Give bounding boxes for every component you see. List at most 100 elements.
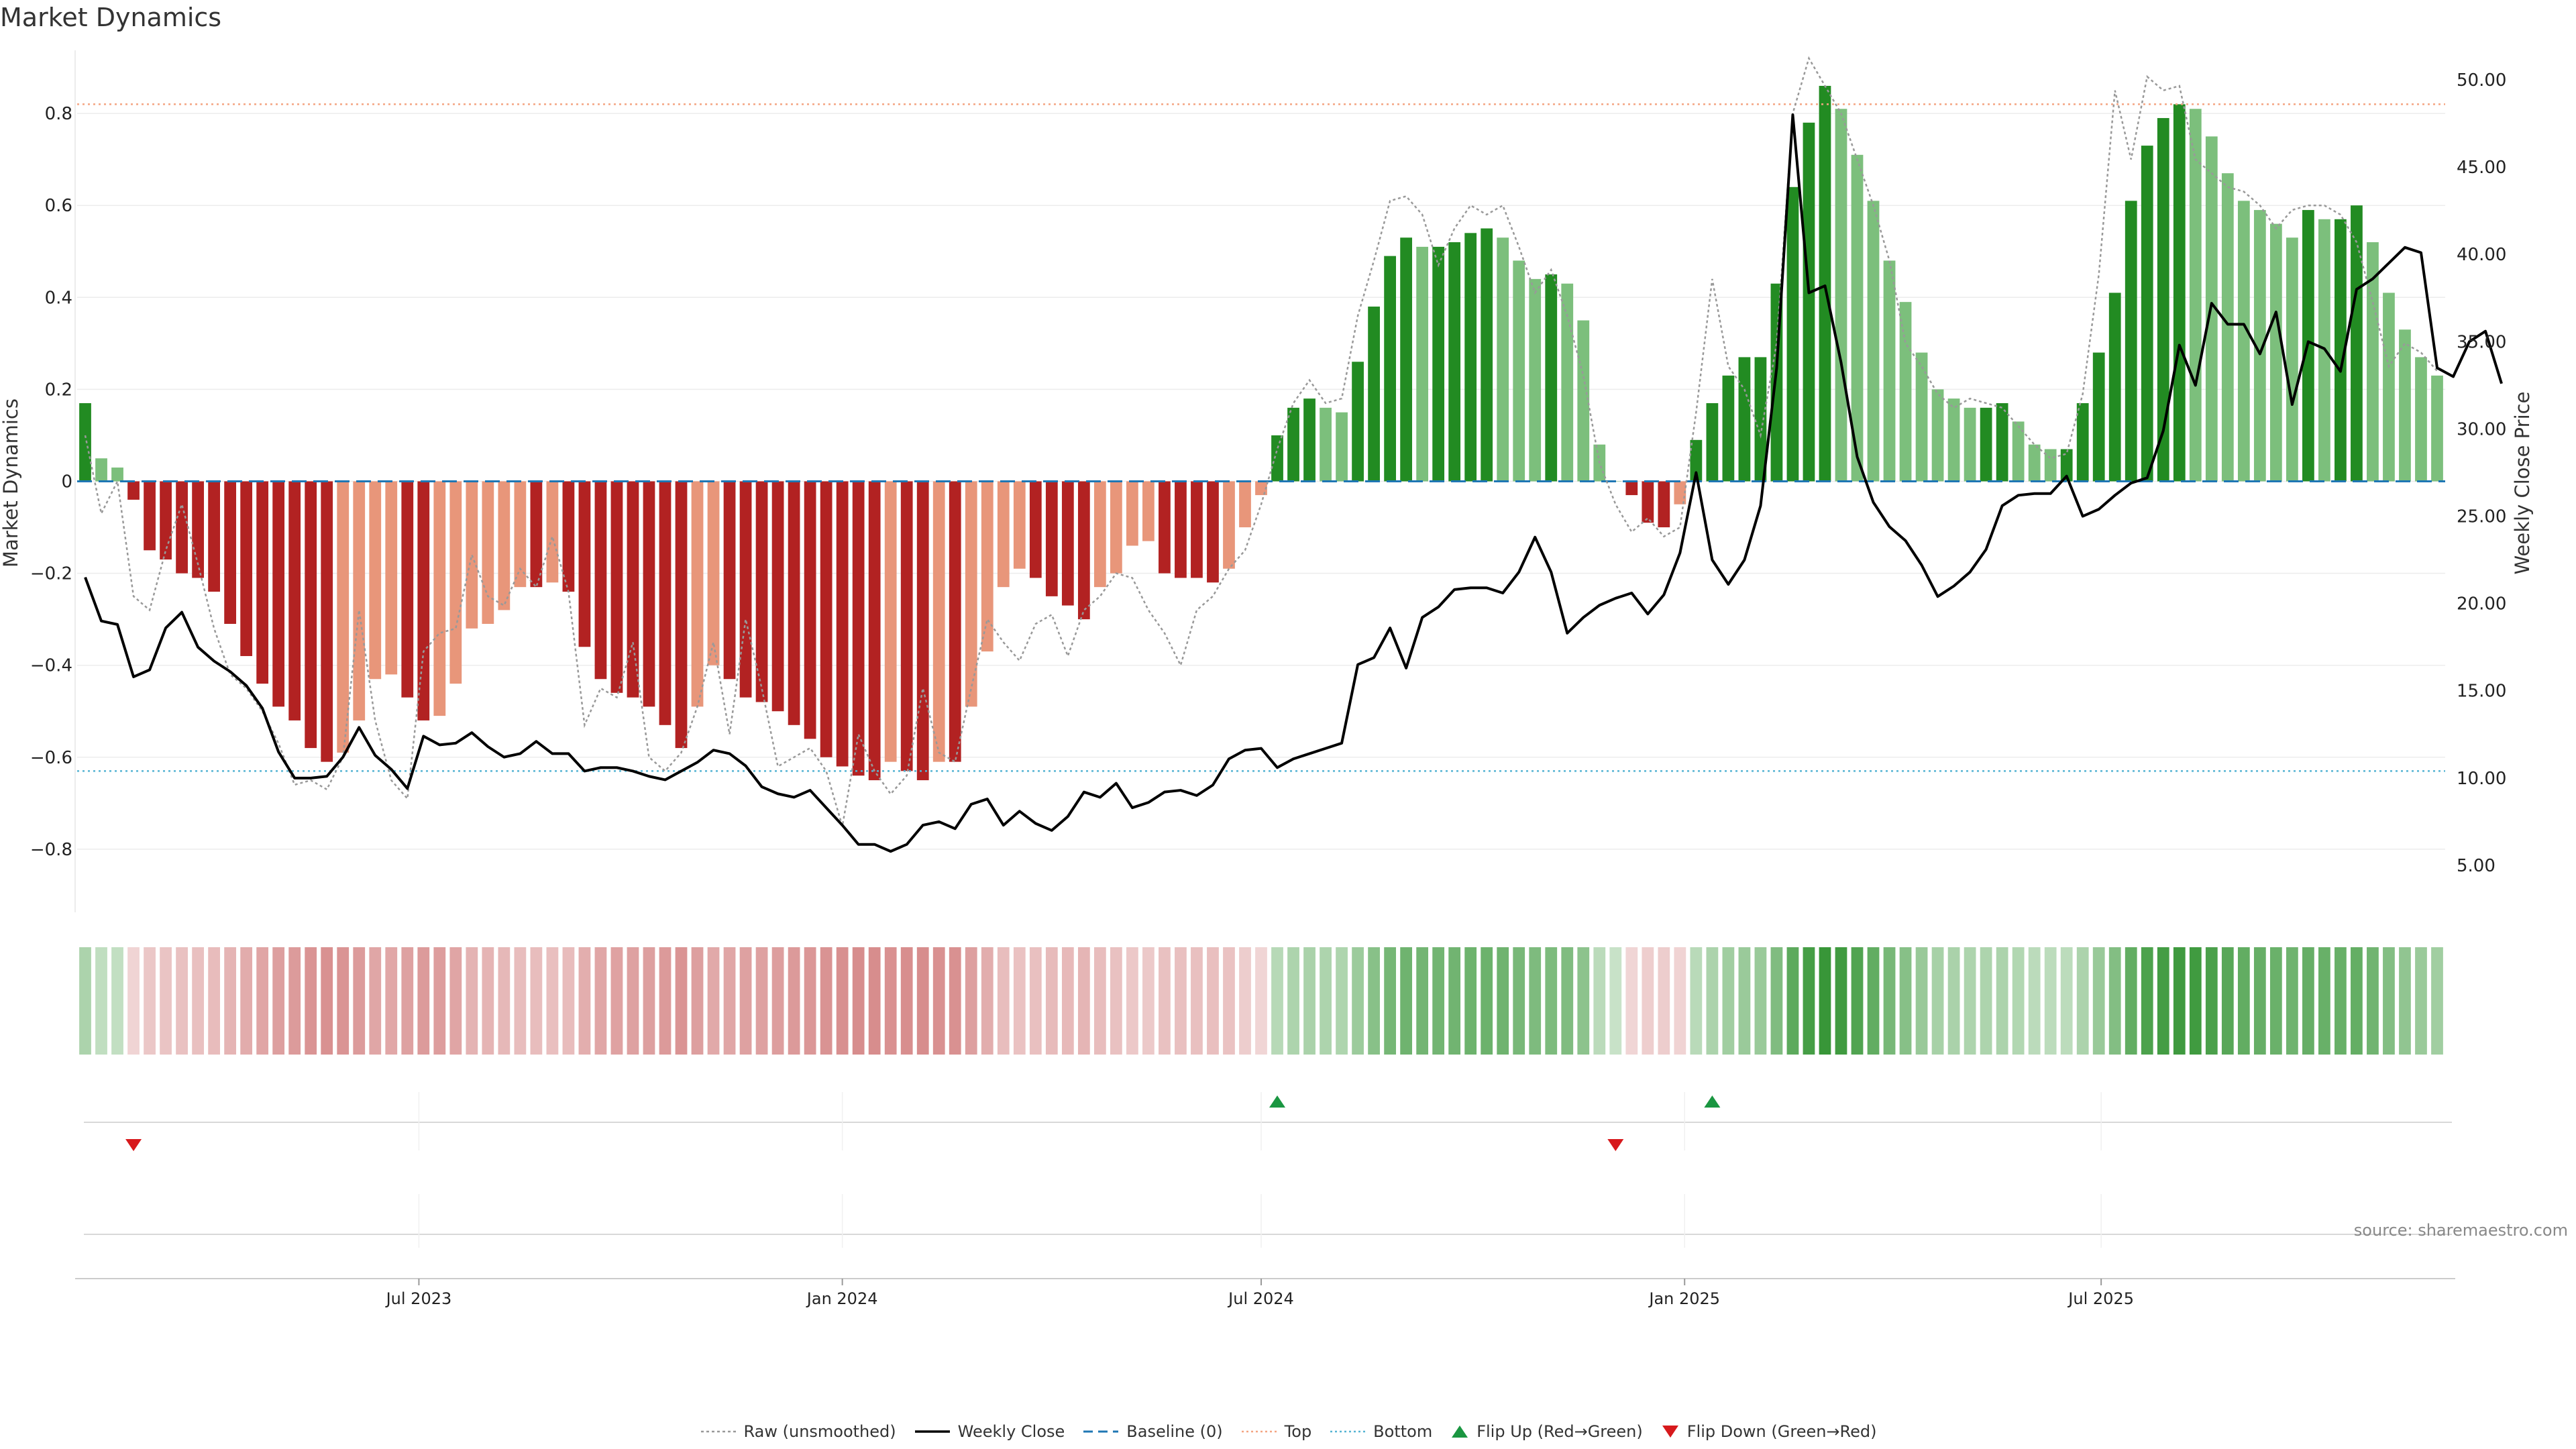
- heat-cell: [160, 947, 172, 1055]
- dynamics-bar: [224, 481, 237, 624]
- dynamics-bar: [1110, 481, 1122, 574]
- flip-markers: [84, 1092, 2452, 1248]
- left-tick-label: 0.8: [45, 104, 72, 124]
- dynamics-bar: [981, 481, 994, 652]
- dynamics-bar: [1320, 407, 1332, 482]
- heat-cell: [1029, 947, 1042, 1055]
- left-tick-label: 0.2: [45, 380, 72, 400]
- heat-cell: [965, 947, 977, 1055]
- legend-label-flip-down: Flip Down (Green→Red): [1686, 1422, 1877, 1441]
- legend-item-flip-down: Flip Down (Green→Red): [1660, 1422, 1877, 1441]
- flip-up-icon: [1452, 1426, 1468, 1438]
- heat-cell: [2302, 947, 2314, 1055]
- weekly-close-line: [84, 113, 2503, 853]
- heat-cell: [2141, 947, 2153, 1055]
- dynamics-bar: [739, 481, 752, 698]
- heat-cell: [2399, 947, 2411, 1055]
- dynamics-bar: [353, 481, 366, 720]
- dynamics-bar: [916, 481, 929, 781]
- legend-item-top: Top: [1240, 1422, 1311, 1441]
- lines-layer: [84, 56, 2503, 853]
- dynamics-bar: [643, 481, 655, 707]
- left-tick-label: −0.2: [30, 564, 72, 584]
- heat-cell: [401, 947, 414, 1055]
- heat-cell: [1110, 947, 1122, 1055]
- heat-cell: [884, 947, 897, 1055]
- heat-cell: [1191, 947, 1203, 1055]
- heat-cell: [1303, 947, 1316, 1055]
- right-tick-label: 35.00: [2457, 332, 2506, 352]
- heat-cell: [1964, 947, 1976, 1055]
- dynamics-bar: [771, 481, 784, 712]
- heat-cell: [820, 947, 833, 1055]
- heat-cell: [1899, 947, 1912, 1055]
- heat-cell: [1658, 947, 1670, 1055]
- dynamics-bar: [1384, 256, 1396, 482]
- legend-item-raw: Raw (unsmoothed): [700, 1422, 896, 1441]
- right-tick-label: 50.00: [2457, 70, 2506, 91]
- dynamics-bar: [1416, 246, 1429, 482]
- dynamics-bar: [160, 481, 172, 560]
- dynamics-bar: [144, 481, 156, 551]
- heat-cell: [1159, 947, 1171, 1055]
- heat-cell: [2125, 947, 2137, 1055]
- heat-cell: [804, 947, 816, 1055]
- heat-cell: [305, 947, 317, 1055]
- dynamics-bar: [755, 481, 768, 702]
- dynamics-bar: [2189, 109, 2202, 482]
- right-tick-label: 10.00: [2457, 769, 2506, 789]
- dynamics-bar: [788, 481, 800, 725]
- heat-cell: [353, 947, 366, 1055]
- dynamics-bar: [1738, 357, 1751, 482]
- heat-cell: [2237, 947, 2250, 1055]
- dynamics-bar: [337, 481, 350, 753]
- heat-cell: [2431, 947, 2443, 1055]
- heat-cell: [2173, 947, 2186, 1055]
- dynamics-bar: [1287, 407, 1299, 482]
- bars-layer: [79, 85, 2443, 781]
- heat-cell: [321, 947, 333, 1055]
- heat-cell: [466, 947, 478, 1055]
- flip-down-marker: [1607, 1139, 1624, 1151]
- axes-layer: 0.8 0.6 0.4 0.2 0 −0.2 −0.4 −0.6 −0.8 50.00 45.00 4…: [30, 50, 2506, 1308]
- dynamics-bar: [256, 481, 269, 684]
- right-tick-label: 15.00: [2457, 682, 2506, 702]
- heat-cell: [594, 947, 607, 1055]
- heat-cell: [1867, 947, 1880, 1055]
- dynamics-bar: [1819, 85, 1831, 482]
- dynamics-bar: [2028, 444, 2041, 482]
- heat-cell: [932, 947, 945, 1055]
- legend-item-baseline: Baseline (0): [1082, 1422, 1223, 1441]
- dynamics-bar: [1658, 481, 1670, 528]
- dynamics-bar: [2334, 219, 2347, 482]
- heat-cell: [272, 947, 285, 1055]
- dynamics-bar: [2367, 242, 2379, 482]
- dynamics-bar: [1126, 481, 1138, 546]
- legend-item-flip-up: Flip Up (Red→Green): [1450, 1422, 1643, 1441]
- dynamics-bar: [433, 481, 446, 716]
- left-tick-label: 0.6: [45, 196, 72, 216]
- dynamics-bar: [2399, 329, 2411, 482]
- heat-cell: [1400, 947, 1413, 1055]
- heat-cell: [1754, 947, 1767, 1055]
- heat-cell: [2205, 947, 2218, 1055]
- heat-cell: [2334, 947, 2347, 1055]
- left-tick-label: −0.8: [30, 840, 72, 860]
- dynamics-bar: [2431, 375, 2443, 482]
- dynamics-bar: [530, 481, 543, 588]
- heat-cell: [707, 947, 720, 1055]
- dynamics-bar: [1223, 481, 1235, 569]
- dynamics-bar: [1722, 375, 1735, 482]
- left-tick-label: 0.4: [45, 288, 72, 308]
- dynamics-bar: [288, 481, 301, 720]
- heat-cell: [1223, 947, 1235, 1055]
- dynamics-bar: [305, 481, 317, 749]
- heat-cell: [1915, 947, 1928, 1055]
- dynamics-bar: [2383, 292, 2395, 482]
- dynamics-bar: [949, 481, 961, 762]
- dynamics-bar: [1432, 246, 1445, 482]
- dynamics-bar: [1481, 228, 1493, 482]
- dynamics-bar: [1980, 407, 1992, 482]
- heat-cell: [900, 947, 913, 1055]
